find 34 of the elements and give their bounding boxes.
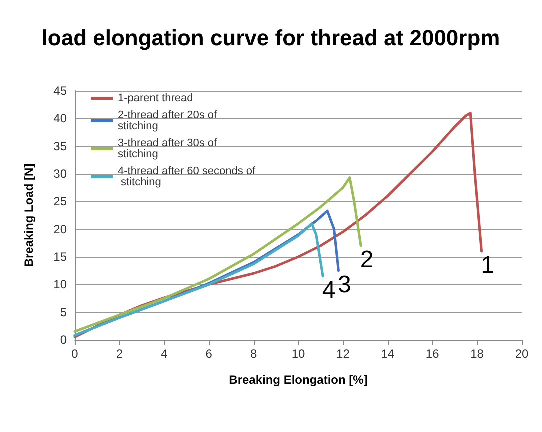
x-tick-label: 4 xyxy=(161,347,168,361)
legend-label: 2-thread after 20s of stitching xyxy=(118,110,220,132)
y-tick-label: 15 xyxy=(54,250,68,264)
x-tick-label: 0 xyxy=(72,347,79,361)
y-tick-label: 30 xyxy=(54,167,68,181)
legend-label: 4-thread after 60 seconds of stitching xyxy=(118,166,257,188)
x-axis-title: Breaking Elongation [%] xyxy=(229,373,368,387)
x-tick-label: 14 xyxy=(381,347,395,361)
annotation: 1 xyxy=(481,252,494,279)
y-tick-label: 35 xyxy=(54,139,68,154)
y-tick-label: 25 xyxy=(54,194,68,209)
y-tick-label: 45 xyxy=(54,84,68,98)
line-series xyxy=(74,176,362,333)
x-tick-label: 16 xyxy=(426,347,440,361)
line-series xyxy=(74,222,324,337)
annotation: 2 xyxy=(360,246,374,274)
y-axis-title: Breaking Load [N] xyxy=(22,164,36,268)
y-tick-label: 0 xyxy=(60,333,68,347)
chart-title: load elongation curve for thread at 2000rpm xyxy=(42,26,500,50)
x-tick-label: 6 xyxy=(206,347,213,361)
y-tick-label: 20 xyxy=(54,222,68,236)
legend-label: 1-parent thread xyxy=(118,92,194,104)
y-tick-label: 10 xyxy=(54,278,68,292)
x-tick-label: 8 xyxy=(250,347,258,361)
y-tick-label: 40 xyxy=(54,112,68,126)
annotation: 4 xyxy=(322,276,336,304)
x-tick-label: 20 xyxy=(515,347,529,361)
x-tick-label: 12 xyxy=(336,347,350,361)
x-tick-label: 10 xyxy=(292,347,306,361)
legend-label: 3-thread after 30s of stitching xyxy=(118,138,220,160)
x-tick-label: 2 xyxy=(116,347,124,361)
y-tick-label: 5 xyxy=(60,305,68,320)
x-tick-label: 18 xyxy=(470,347,484,361)
annotation: 3 xyxy=(338,271,352,298)
